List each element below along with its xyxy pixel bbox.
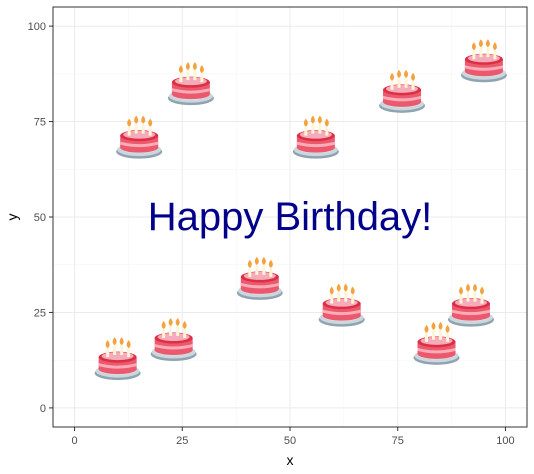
birthday-cake-icon	[236, 256, 283, 300]
axis-ticks: 0 25 50 75 100 0 25 50 75 100	[28, 21, 515, 447]
birthday-cake-icon	[379, 69, 426, 113]
birthday-cake-icon	[292, 115, 339, 159]
birthday-cake-icon	[447, 283, 494, 327]
grid	[53, 7, 527, 427]
y-tick-label: 75	[34, 117, 46, 129]
birthday-cake-icon	[167, 62, 214, 106]
y-axis-title: y	[4, 214, 20, 221]
y-tick-label: 50	[34, 212, 46, 224]
birthday-cake-icon	[94, 337, 141, 381]
birthday-cake-icon	[413, 321, 460, 365]
x-tick-label: 100	[496, 435, 514, 447]
birthday-cake-icon	[460, 39, 507, 83]
x-axis-title: x	[287, 452, 294, 468]
x-tick-label: 50	[284, 435, 296, 447]
x-tick-label: 75	[392, 435, 404, 447]
y-tick-label: 0	[40, 403, 46, 415]
scatter-points	[94, 39, 507, 381]
birthday-cake-icon	[116, 115, 163, 159]
birthday-cake-icon	[150, 318, 197, 361]
y-tick-label: 100	[28, 21, 46, 33]
birthday-cake-icon	[318, 283, 365, 327]
x-tick-label: 25	[176, 435, 188, 447]
y-tick-label: 25	[34, 307, 46, 319]
annotation-text: Happy Birthday!	[148, 195, 433, 239]
x-tick-label: 0	[71, 435, 77, 447]
